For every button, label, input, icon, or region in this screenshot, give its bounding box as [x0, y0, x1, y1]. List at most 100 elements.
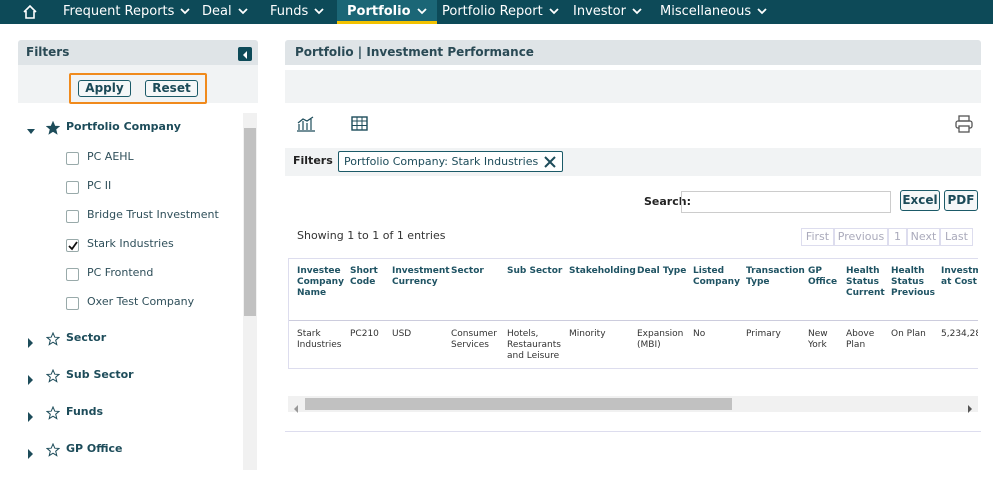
apply-button[interactable]: Apply	[78, 80, 131, 97]
expand-toggle[interactable]	[26, 122, 36, 134]
nav-label: Deal	[202, 4, 232, 19]
nav-label: Miscellaneous	[660, 4, 752, 19]
expand-toggle[interactable]	[26, 333, 36, 348]
table-cell: New York	[808, 329, 828, 350]
table-cell: No	[693, 329, 706, 339]
nav-label: Portfolio Report	[442, 4, 543, 19]
table-cell: Hotels, Restaurants and Leisure	[507, 329, 561, 361]
pager-button[interactable]: First	[801, 228, 834, 246]
highlight-box	[69, 73, 207, 104]
search-input[interactable]	[681, 191, 891, 213]
nav-item[interactable]: Investor	[573, 0, 642, 24]
expand-toggle[interactable]	[26, 370, 36, 385]
chip-remove[interactable]	[544, 156, 556, 168]
filter-panel: Filters Apply Reset Portfolio Company PC AEH…	[18, 40, 258, 480]
filter-group[interactable]: GP Office	[66, 442, 123, 455]
pager-button[interactable]: Last	[940, 228, 973, 246]
table-cell: PC210	[350, 329, 379, 339]
filters-title: Filters	[18, 40, 258, 65]
pager-button[interactable]: Next	[907, 228, 940, 246]
checkbox[interactable]	[66, 239, 79, 252]
star-icon	[45, 405, 61, 420]
table-cell: Above Plan	[846, 329, 875, 350]
nav-label: Funds	[270, 4, 309, 19]
column-header[interactable]: Investee Company Name	[297, 266, 344, 298]
expand-toggle[interactable]	[26, 407, 36, 422]
table-cell: USD	[392, 329, 412, 339]
collapse-button[interactable]	[238, 47, 252, 61]
filters-label: Filters	[293, 154, 333, 167]
main-panel: Portfolio | Investment Performance Filter…	[285, 40, 981, 432]
table-cell: Primary	[746, 329, 781, 339]
nav-label: Investor	[573, 4, 626, 19]
table-head-row	[289, 259, 978, 321]
page-title: Portfolio | Investment Performance	[285, 40, 981, 65]
filter-option[interactable]: PC Frontend	[87, 266, 154, 279]
chip-label: Portfolio Company: Stark Industries	[344, 155, 539, 168]
filter-group[interactable]: Sector	[66, 331, 107, 344]
nav-item[interactable]: Miscellaneous	[660, 0, 767, 24]
column-header[interactable]: Transaction Type	[746, 266, 805, 287]
table-cell: Expansion (MBI)	[637, 329, 684, 350]
column-header[interactable]: Short Code	[350, 266, 378, 287]
star-icon	[45, 331, 61, 346]
column-header[interactable]: Health Status Previous	[891, 266, 936, 298]
filter-option[interactable]: PC AEHL	[87, 150, 134, 163]
nav-item[interactable]: Portfolio Report	[442, 0, 559, 24]
filter-option[interactable]: PC II	[87, 179, 112, 192]
column-header[interactable]: GP Office	[808, 266, 838, 287]
filter-option[interactable]: Oxer Test Company	[87, 295, 195, 308]
star-icon	[45, 442, 61, 457]
nav-item[interactable]: Portfolio	[337, 0, 437, 24]
print-icon[interactable]	[954, 114, 974, 134]
star-icon	[45, 120, 61, 135]
column-header[interactable]: Sub Sector	[507, 266, 563, 276]
data-table: Investee Company Name Short Code Investmen…	[288, 258, 978, 369]
action-bar	[18, 65, 258, 103]
filter-option[interactable]: Stark Industries	[87, 237, 174, 250]
h-scroll-thumb[interactable]	[305, 398, 732, 410]
table-cell: 5,234,285	[941, 329, 978, 339]
column-header[interactable]: Sector	[451, 266, 484, 276]
filter-chip[interactable]: Portfolio Company: Stark Industries	[338, 151, 564, 172]
excel-button[interactable]: Excel	[900, 190, 940, 211]
home-icon[interactable]	[22, 4, 38, 20]
checkbox[interactable]	[66, 181, 79, 194]
column-header[interactable]: Investment at Cost	[941, 266, 978, 287]
pdf-button[interactable]: PDF	[944, 190, 978, 211]
filter-group[interactable]: Sub Sector	[66, 368, 134, 381]
chart-icon[interactable]	[295, 115, 317, 133]
nav-label: Portfolio	[347, 4, 411, 19]
column-header[interactable]: Health Status Current	[846, 266, 885, 298]
column-header[interactable]: Listed Company	[693, 266, 740, 287]
scroll-thumb	[244, 128, 256, 316]
checkbox[interactable]	[66, 210, 79, 223]
star-icon	[45, 368, 61, 383]
column-header[interactable]: Deal Type	[637, 266, 687, 276]
filter-group[interactable]: Portfolio Company	[66, 120, 181, 133]
pager-button[interactable]: 1	[888, 228, 907, 246]
filter-option[interactable]: Bridge Trust Investment	[87, 208, 219, 221]
nav-item[interactable]: Funds	[270, 0, 324, 24]
nav-label: Frequent Reports	[63, 4, 175, 19]
filter-group[interactable]: Funds	[66, 405, 104, 418]
checkbox[interactable]	[66, 297, 79, 310]
toolbar-strip	[285, 70, 981, 103]
table-cell: Minority	[569, 329, 606, 339]
nav-item[interactable]: Deal	[202, 0, 248, 24]
scroll-left	[291, 399, 301, 413]
reset-button[interactable]: Reset	[145, 80, 198, 97]
column-header[interactable]: Stakeholding	[569, 266, 636, 276]
table-cell: Stark Industries	[297, 329, 342, 350]
checkbox[interactable]	[66, 268, 79, 281]
search-label: Search:	[644, 195, 691, 208]
column-header[interactable]: Investment Currency	[392, 266, 450, 287]
pager-button[interactable]: Previous	[834, 228, 888, 246]
scroll-right	[965, 399, 975, 413]
table-cell: Consumer Services	[451, 329, 497, 350]
expand-toggle[interactable]	[26, 444, 36, 459]
table-icon[interactable]	[351, 116, 369, 132]
nav-item[interactable]: Frequent Reports	[63, 0, 191, 24]
checkbox[interactable]	[66, 152, 79, 165]
